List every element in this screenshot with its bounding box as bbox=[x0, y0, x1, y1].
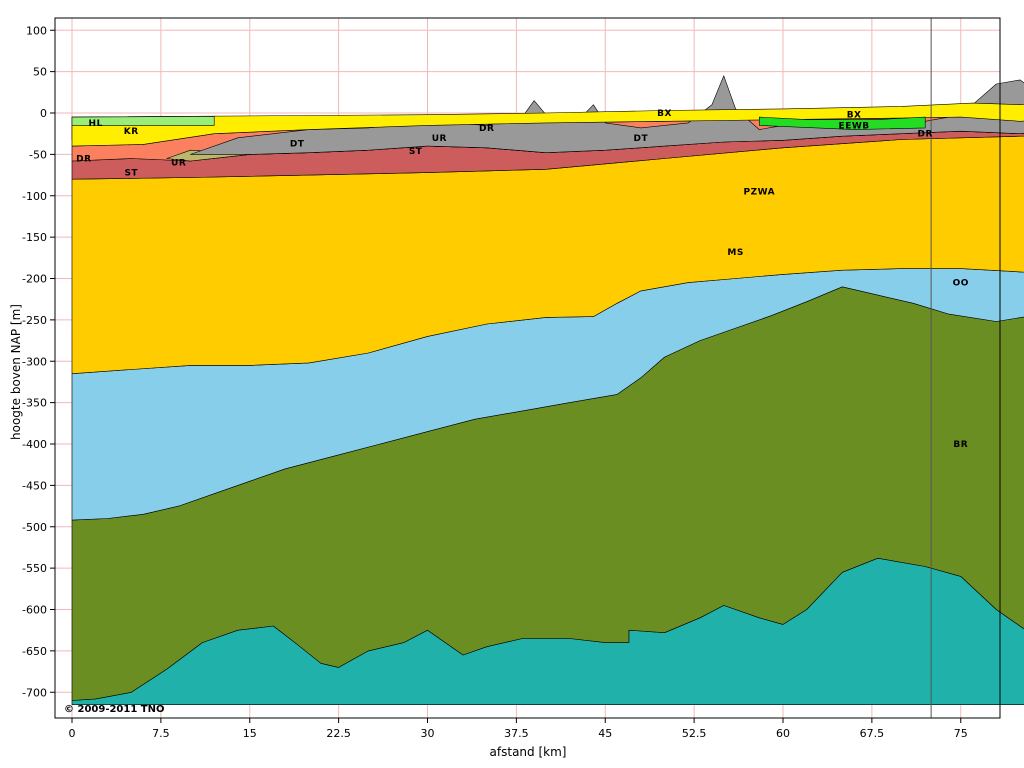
y-tick-label: -500 bbox=[22, 521, 47, 534]
x-tick-label: 37.5 bbox=[504, 727, 529, 740]
y-tick-label: -100 bbox=[22, 190, 47, 203]
y-tick-label: -200 bbox=[22, 273, 47, 286]
unit-label-ms: MS bbox=[727, 248, 743, 258]
x-tick-label: 45 bbox=[598, 727, 612, 740]
y-tick-label: -650 bbox=[22, 645, 47, 658]
geological-units bbox=[71, 75, 1024, 706]
unit-label-eewb: EEWB bbox=[839, 121, 870, 131]
plot-border bbox=[54, 17, 1001, 719]
y-tick-label: -150 bbox=[22, 231, 47, 244]
unit-pzwa-area bbox=[71, 135, 1024, 375]
unit-labels: BROOMSPZWARUDOHLKRDRSTURDTURSTDRBXDTBXEE… bbox=[76, 109, 969, 450]
unit-label-kr: KR bbox=[124, 127, 139, 137]
x-axis-ticks: 07.51522.53037.54552.56067.57582.59097.5… bbox=[69, 718, 968, 740]
y-tick-label: -600 bbox=[22, 604, 47, 617]
y-axis-ticks: 100 50 0 -50 -100 -150 -200 -250 -300 -350 -400 -45… bbox=[22, 24, 55, 699]
unit-label-hl: HL bbox=[89, 119, 103, 129]
y-tick-label: -350 bbox=[22, 397, 47, 410]
x-tick-label: 7.5 bbox=[152, 727, 170, 740]
unit-eewb-area bbox=[758, 116, 926, 130]
unit-bx-area bbox=[71, 102, 1024, 147]
x-axis-title: afstand [km] bbox=[490, 745, 567, 759]
y-tick-label: -50 bbox=[29, 148, 47, 161]
unit-label-ur: UR bbox=[432, 134, 447, 144]
unit-label-br: BR bbox=[953, 440, 968, 450]
unit-label-dr: DR bbox=[76, 155, 91, 165]
unit-label-dt: DT bbox=[633, 134, 648, 144]
copyright-notice: © 2009-2011 TNO bbox=[64, 704, 164, 715]
x-tick-label: 30 bbox=[421, 727, 435, 740]
y-tick-label: 0 bbox=[40, 107, 47, 120]
y-tick-label: -450 bbox=[22, 479, 47, 492]
x-tick-label: 15 bbox=[243, 727, 257, 740]
y-tick-label: -400 bbox=[22, 438, 47, 451]
y-tick-label: -300 bbox=[22, 355, 47, 368]
x-tick-label: 0 bbox=[69, 727, 76, 740]
unit-label-oo: OO bbox=[953, 279, 969, 289]
unit-label-dr: DR bbox=[479, 124, 494, 134]
unit-label-ur: UR bbox=[171, 159, 186, 169]
x-tick-label: 75 bbox=[954, 727, 968, 740]
unit-hl-area bbox=[71, 116, 215, 126]
unit-label-bx: BX bbox=[657, 109, 672, 119]
unit-label-dr: DR bbox=[917, 130, 932, 140]
x-tick-label: 52.5 bbox=[682, 727, 707, 740]
y-tick-label: -700 bbox=[22, 686, 47, 699]
x-tick-label: 60 bbox=[776, 727, 790, 740]
unit-label-dt: DT bbox=[290, 140, 305, 150]
vertical-markers bbox=[930, 18, 932, 718]
x-tick-label: 67.5 bbox=[860, 727, 885, 740]
y-tick-label: 50 bbox=[33, 66, 47, 79]
y-tick-label: -250 bbox=[22, 314, 47, 327]
unit-label-pzwa: PZWA bbox=[743, 188, 775, 198]
unit-label-st: ST bbox=[409, 147, 423, 157]
y-tick-label: -550 bbox=[22, 562, 47, 575]
unit-label-bx: BX bbox=[847, 111, 862, 121]
y-axis-title: hoogte boven NAP [m] bbox=[9, 304, 23, 440]
plot-frame bbox=[54, 17, 1001, 719]
unit-label-st: ST bbox=[124, 169, 138, 179]
y-tick-label: 100 bbox=[26, 24, 47, 37]
x-tick-label: 22.5 bbox=[326, 727, 351, 740]
